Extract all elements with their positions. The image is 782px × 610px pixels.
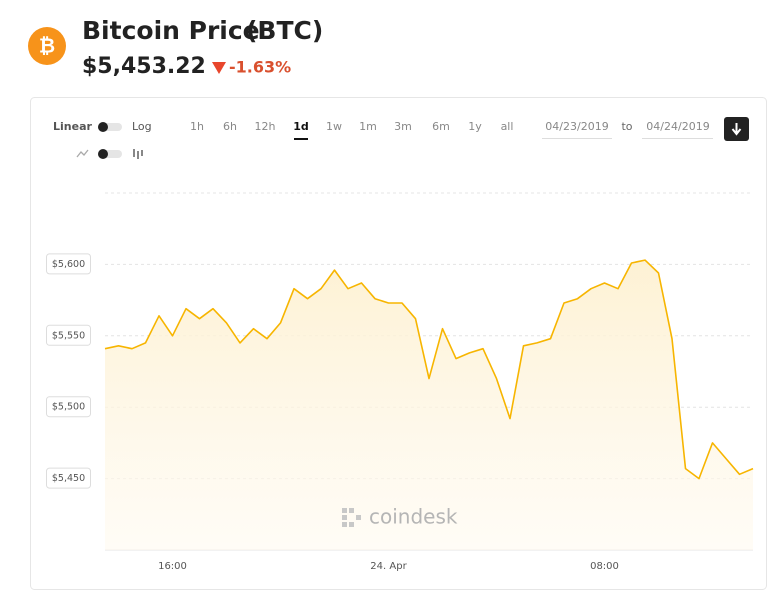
ticker: (BTC): [246, 16, 323, 45]
range-button[interactable]: 1d: [293, 120, 309, 133]
range-button[interactable]: 12h: [255, 120, 276, 133]
y-tick-box: [46, 253, 91, 275]
type-toggle-knob: [98, 149, 108, 159]
btc-icon-glyph: ₿: [39, 34, 55, 58]
watermark: coindesk: [369, 505, 458, 529]
scale-linear[interactable]: Linear: [53, 120, 92, 133]
price: $5,453.22: [82, 54, 206, 79]
y-tick-label: $5,600: [52, 259, 85, 270]
range-button[interactable]: 1h: [190, 120, 204, 133]
range-button[interactable]: 1y: [468, 120, 482, 133]
candle-icon: [133, 149, 143, 159]
page-title: Bitcoin Price: [82, 16, 260, 45]
scale-log[interactable]: Log: [132, 120, 152, 133]
date-from-box[interactable]: [542, 116, 612, 138]
y-tick-label: $5,500: [52, 402, 85, 413]
plot: $5,450 $5,500 $5,550 $5,600 16:00 24. Apr 08:0…: [46, 192, 754, 572]
download-icon: [731, 123, 742, 136]
range-button[interactable]: 3m: [394, 120, 412, 133]
range-button[interactable]: 6m: [432, 120, 450, 133]
range-button[interactable]: 6h: [223, 120, 237, 133]
range-button[interactable]: 1w: [326, 120, 342, 133]
date-from[interactable]: 04/23/2019: [545, 120, 608, 133]
y-tick-box: [46, 467, 91, 489]
y-tick-label: $5,550: [52, 330, 85, 341]
x-tick-label: 08:00: [590, 561, 619, 572]
x-tick-label: 24. Apr: [370, 561, 407, 572]
scale-toggle-knob: [98, 122, 108, 132]
btc-icon: [28, 27, 66, 65]
watermark-logo: [342, 508, 361, 527]
range-buttons: 1h 6h 12h 1d 1w 1m 3m 6m 1y all: [190, 120, 514, 140]
range-button[interactable]: all: [501, 120, 514, 133]
price-change: -1.63%: [229, 58, 291, 77]
line-icon: [76, 149, 89, 158]
y-tick-box: [46, 324, 91, 346]
date-to-label: to: [621, 120, 632, 133]
range-button[interactable]: 1m: [359, 120, 377, 133]
price-line: [104, 259, 754, 480]
y-tick-box: [46, 396, 91, 418]
x-tick-label: 16:00: [158, 561, 187, 572]
date-to[interactable]: 04/24/2019: [646, 120, 709, 133]
y-tick-label: $5,450: [52, 473, 85, 484]
area: [105, 260, 753, 550]
down-arrow: [212, 62, 226, 74]
